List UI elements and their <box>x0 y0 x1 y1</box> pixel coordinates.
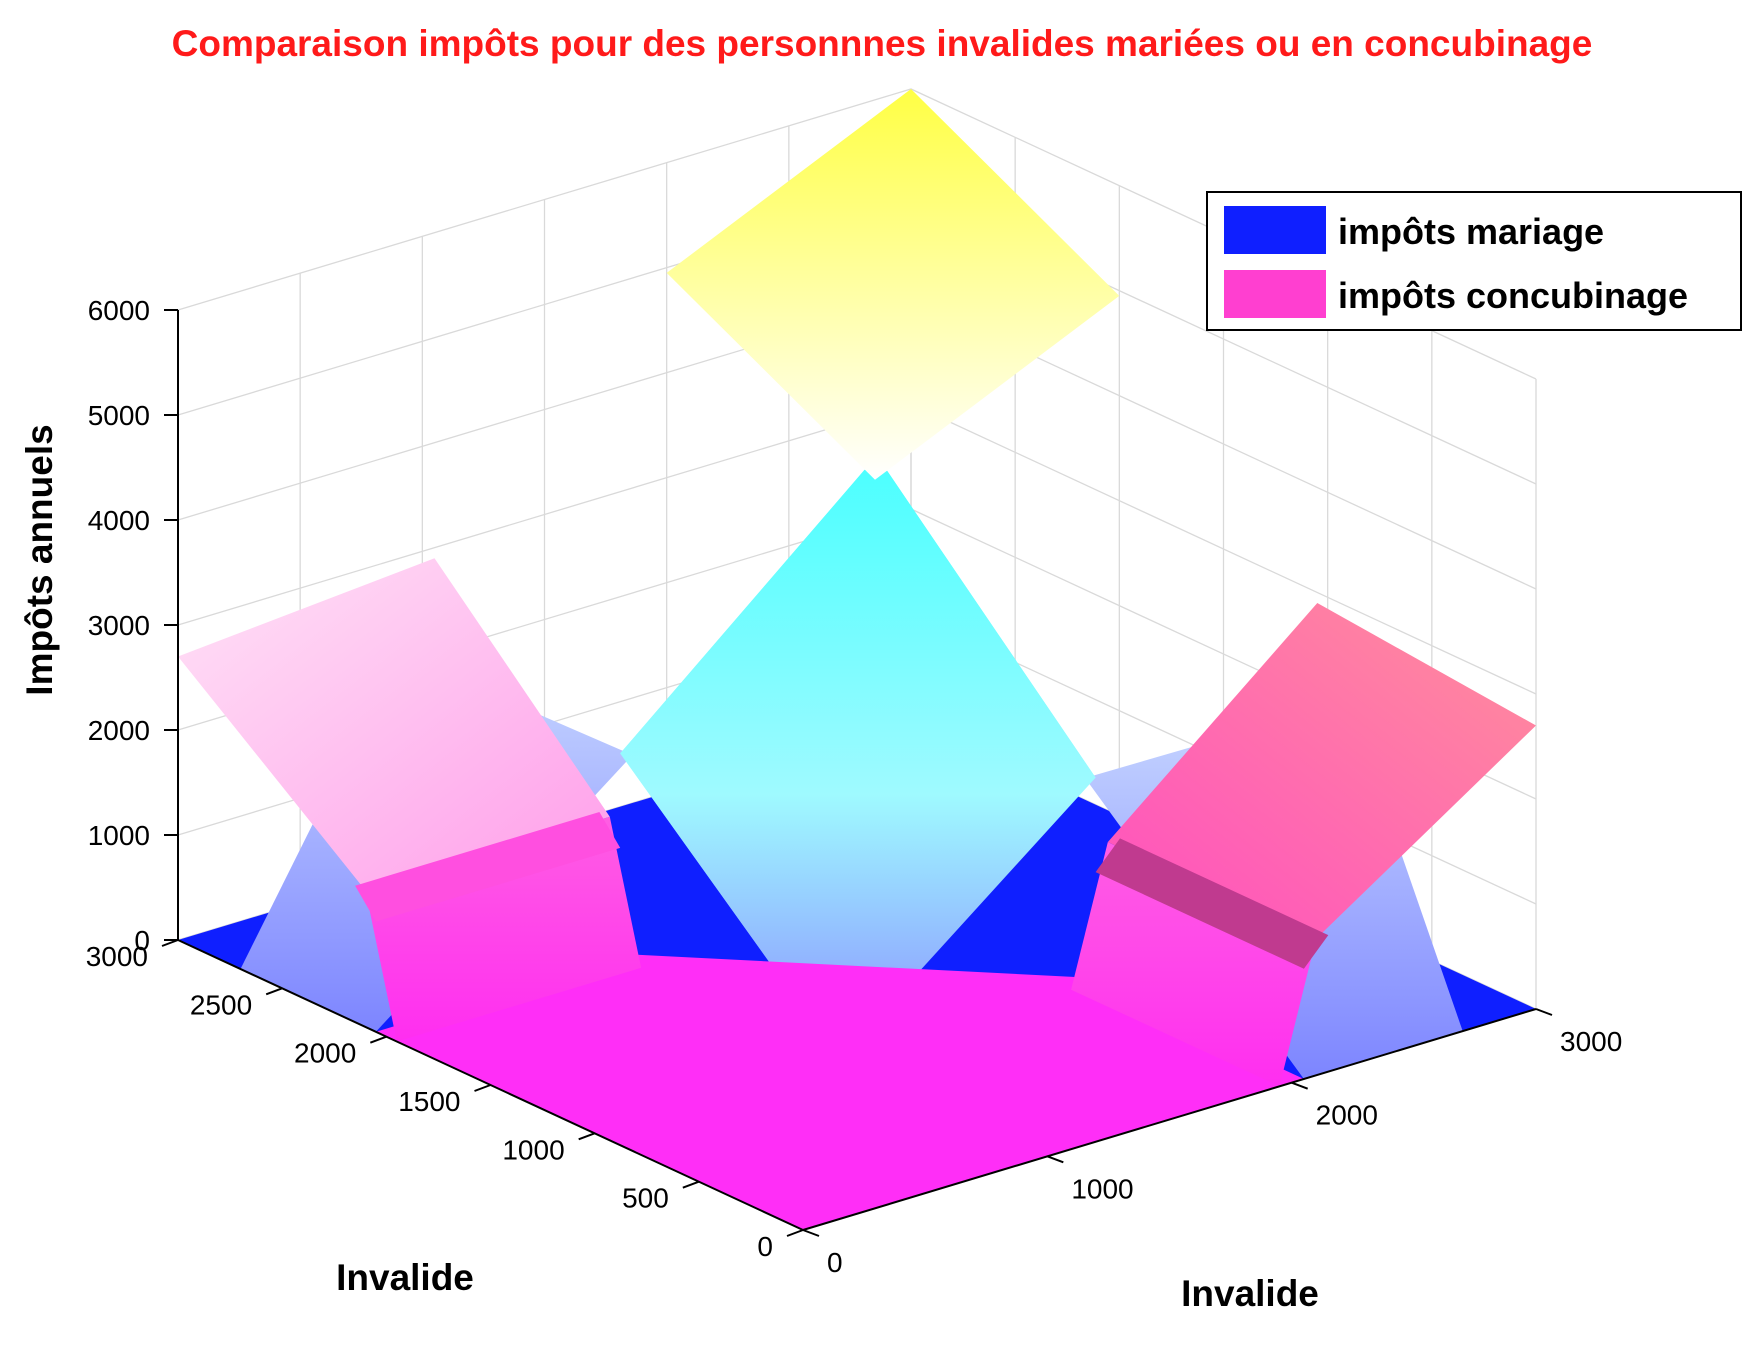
z-tick-label: 6000 <box>88 295 150 326</box>
legend: impôts mariage impôts concubinage <box>1206 191 1742 331</box>
y-axis-label: Invalide <box>336 1257 474 1298</box>
x-tick-mark <box>1291 1081 1309 1090</box>
x-axis-line <box>802 1008 1537 1231</box>
y-tick-mark <box>265 987 283 996</box>
y-tick-label: 1500 <box>398 1086 460 1117</box>
y-tick-mark <box>578 1132 596 1141</box>
z-tick-label: 4000 <box>88 505 150 536</box>
x-tick-label: 3000 <box>1560 1026 1622 1057</box>
z-axis-label: Impôts annuels <box>19 424 60 695</box>
surface-concubinage-wing-left <box>178 558 610 891</box>
z-tick-label: 5000 <box>88 400 150 431</box>
surfaces <box>178 89 1536 1230</box>
legend-swatch-concubinage <box>1224 270 1326 318</box>
y-tick-mark <box>161 939 179 947</box>
x-axis-label: Invalide <box>1181 1273 1319 1314</box>
x-tick-mark <box>1535 1008 1553 1016</box>
x-tick-label: 1000 <box>1071 1173 1133 1204</box>
surface-mariage-center-top <box>620 469 1096 1060</box>
y-tick-label: 2000 <box>294 1038 356 1069</box>
y-tick-label: 2500 <box>190 989 252 1020</box>
y-tick-mark <box>474 1084 491 1092</box>
legend-swatch-mariage <box>1224 206 1326 254</box>
x-tick-mark <box>1046 1155 1064 1164</box>
y-tick-mark <box>786 1229 804 1237</box>
chart-title: Comparaison impôts pour des personnnes i… <box>172 23 1593 64</box>
y-tick-label: 500 <box>622 1183 669 1214</box>
z-tick-label: 3000 <box>88 610 150 641</box>
surface-concubinage-ridge-right <box>1095 838 1329 969</box>
tick-labels: 0 1000 2000 3000 4000 5000 6000 0 500 1000 1500 200… <box>86 295 1623 1278</box>
surface-concubinage-drop-right <box>1071 842 1317 1087</box>
surface-concubinage-ridge-left <box>355 812 621 922</box>
legend-label-concubinage: impôts concubinage <box>1338 275 1688 316</box>
y-tick-label: 1000 <box>502 1134 564 1165</box>
y-tick-label: 3000 <box>86 941 148 972</box>
y-tick-mark <box>369 1035 387 1044</box>
x-tick-label: 2000 <box>1316 1100 1378 1131</box>
surface-concubinage-wing-right <box>1107 603 1536 939</box>
y-tick-mark <box>682 1180 700 1189</box>
z-tick-label: 0 <box>134 925 150 956</box>
x-tick-label: 0 <box>827 1247 843 1278</box>
y-tick-label: 0 <box>757 1231 773 1262</box>
z-tick-label: 1000 <box>88 820 150 851</box>
surface-mariage-peak <box>666 89 1120 480</box>
z-tick-label: 2000 <box>88 715 150 746</box>
x-tick-mark <box>802 1229 820 1237</box>
surface-concubinage-floor <box>375 954 1304 1230</box>
legend-label-mariage: impôts mariage <box>1338 211 1604 252</box>
